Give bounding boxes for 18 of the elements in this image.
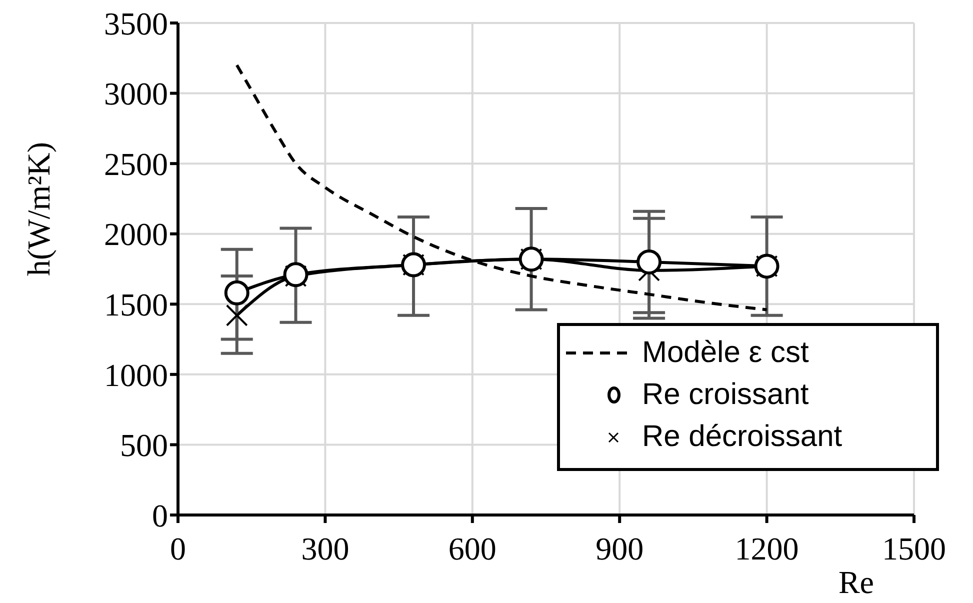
- x-tick-label: 1500: [882, 530, 946, 567]
- y-axis-title: h(W/m²K): [20, 142, 56, 276]
- x-tick-label: 1200: [734, 530, 799, 567]
- y-tick-label: 500: [120, 427, 168, 464]
- y-tick-label: 1000: [104, 356, 168, 393]
- y-tick-label: 2500: [104, 146, 168, 182]
- y-tick-label: 3500: [104, 5, 168, 42]
- x-tick-label: 900: [596, 530, 644, 567]
- legend-label: Modèle ε cst: [642, 335, 809, 371]
- legend-label: Re croissant: [642, 377, 809, 413]
- y-tick-label: 1500: [104, 286, 168, 323]
- x-tick-label: 300: [301, 530, 350, 567]
- y-tick-label: 0: [152, 497, 168, 534]
- x-tick-label: 600: [448, 530, 496, 567]
- legend-label: Re décroissant: [642, 419, 842, 455]
- y-tick-label: 3000: [104, 76, 168, 112]
- x-axis-title: Re: [838, 564, 874, 600]
- y-tick-label: 2000: [104, 216, 168, 252]
